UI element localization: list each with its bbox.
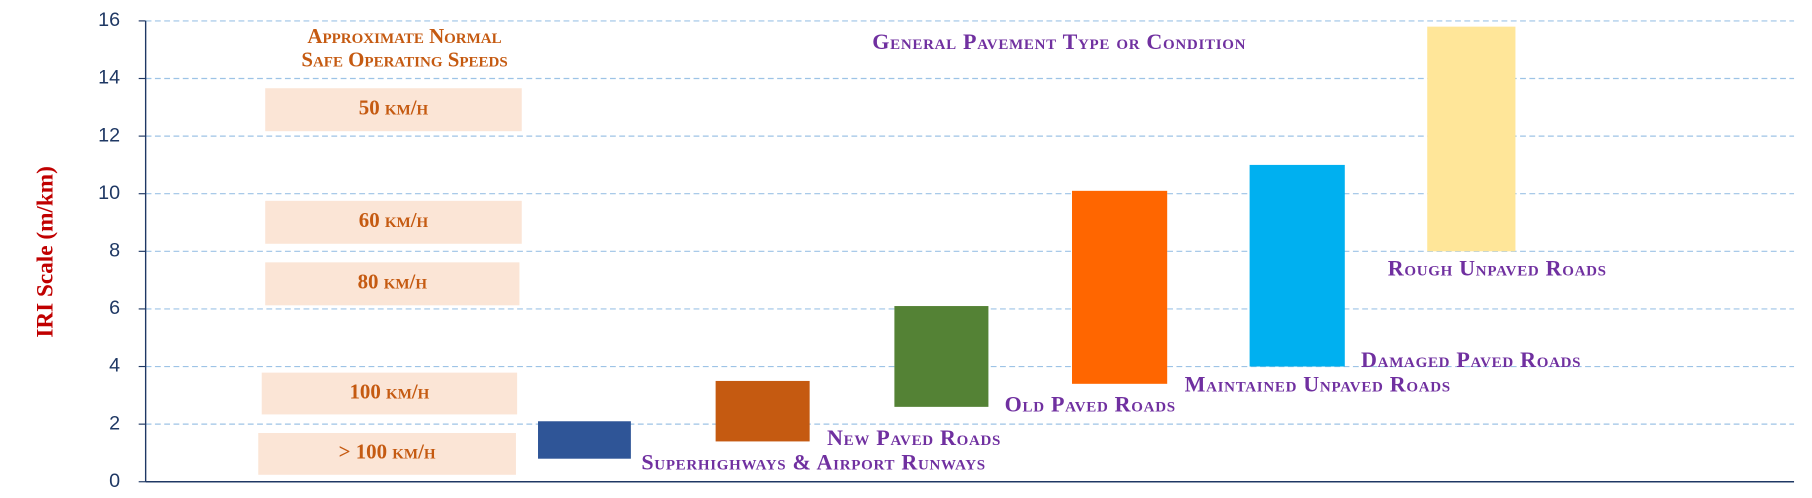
speed-box [258, 432, 516, 475]
y-tick-label: 2 [109, 412, 120, 434]
speed-title: Approximate Normal [307, 24, 501, 48]
speed-box [265, 262, 520, 306]
y-tick-label: 10 [98, 182, 120, 204]
speed-box [265, 200, 522, 244]
chart-title: General Pavement Type or Condition [872, 29, 1246, 54]
bar [1249, 164, 1345, 367]
y-tick-label: 6 [109, 297, 120, 319]
speed-label: > 100 km/h [339, 440, 436, 464]
speed-title: Safe Operating Speeds [301, 47, 507, 71]
y-tick-label: 12 [98, 124, 120, 146]
y-tick-label: 16 [98, 9, 120, 31]
bar [1072, 190, 1168, 384]
category-label: Superhighways & Airport Runways [641, 449, 985, 474]
bar [715, 380, 810, 442]
bar [538, 421, 631, 459]
category-label: Rough Unpaved Roads [1388, 256, 1607, 281]
y-axis-title: IRI Scale (m/km) [32, 166, 58, 337]
speed-label: 50 km/h [359, 95, 429, 119]
y-tick-label: 4 [109, 355, 120, 377]
speed-label: 80 km/h [358, 270, 428, 294]
category-label: New Paved Roads [827, 425, 1001, 450]
category-label: Damaged Paved Roads [1361, 347, 1581, 372]
speed-label: 60 km/h [359, 208, 429, 232]
speed-box [265, 88, 522, 132]
speed-box [261, 372, 518, 415]
bar [1427, 26, 1516, 252]
category-label: Old Paved Roads [1005, 391, 1176, 416]
y-tick-label: 0 [109, 470, 120, 492]
bar [894, 306, 989, 407]
y-tick-label: 8 [109, 240, 120, 262]
y-tick-label: 14 [98, 67, 120, 89]
category-label: Maintained Unpaved Roads [1185, 372, 1451, 397]
speed-label: 100 km/h [350, 379, 430, 403]
